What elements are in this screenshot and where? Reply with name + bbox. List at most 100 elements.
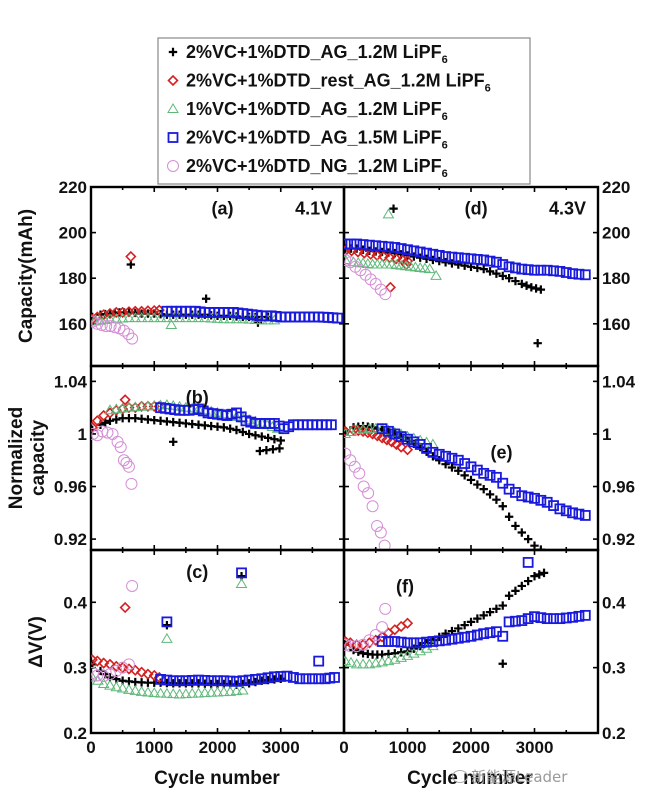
data-point — [492, 604, 501, 614]
data-point — [376, 423, 388, 435]
data-point — [560, 612, 572, 624]
data-point — [230, 685, 243, 696]
data-point — [173, 688, 186, 699]
data-point — [522, 264, 534, 276]
series-layer — [91, 394, 337, 490]
data-point — [345, 238, 357, 250]
y-tick-label: 0.3 — [602, 659, 626, 678]
data-point — [236, 684, 249, 695]
data-point — [135, 312, 148, 323]
data-point — [101, 426, 114, 439]
data-point — [186, 312, 199, 323]
series-circle — [91, 579, 139, 683]
data-point — [446, 251, 458, 263]
data-point — [498, 271, 507, 281]
data-point — [573, 610, 585, 622]
data-point — [447, 259, 457, 268]
data-point — [503, 261, 515, 273]
data-point — [421, 636, 432, 648]
panel-d: 160 180 200 220 (d) 4.3V — [342, 178, 630, 368]
data-point — [142, 686, 154, 697]
data-point — [110, 681, 123, 692]
data-point — [313, 655, 325, 667]
data-point — [116, 312, 129, 323]
data-point — [125, 477, 138, 490]
legend-subscript: 6 — [442, 168, 448, 180]
data-point — [554, 503, 566, 515]
data-point — [169, 437, 178, 447]
series-circle — [344, 602, 392, 653]
data-point — [374, 283, 387, 296]
legend: 2%VC+1%DTD_AG_1.2M LiPF62%VC+1%DTD_rest_… — [157, 37, 531, 185]
data-point — [517, 581, 526, 591]
data-point — [376, 656, 388, 667]
data-point — [567, 268, 578, 280]
data-point — [350, 424, 363, 435]
data-point — [541, 613, 553, 625]
data-point — [479, 611, 488, 620]
data-point — [344, 640, 357, 653]
legend-marker-plus-icon — [168, 47, 178, 57]
data-point — [379, 288, 392, 301]
y-tick-label: 160 — [59, 315, 87, 334]
series-layer — [91, 567, 340, 699]
wechat-icon — [452, 770, 468, 783]
x-tick-label: 3000 — [516, 738, 554, 757]
data-point — [363, 422, 376, 433]
series-circle — [344, 447, 391, 550]
plot-frame — [342, 364, 600, 552]
series-square — [161, 305, 344, 324]
data-point — [421, 247, 432, 259]
data-point — [478, 628, 490, 640]
data-point — [350, 640, 363, 653]
data-point — [180, 688, 192, 699]
data-point — [529, 264, 540, 276]
data-point — [497, 630, 509, 642]
data-point — [485, 490, 495, 499]
data-point — [390, 253, 402, 265]
data-point — [357, 239, 369, 250]
data-point — [478, 254, 490, 266]
x-axis-label-left: Cycle number — [154, 768, 280, 789]
data-point — [479, 484, 488, 494]
data-point — [504, 591, 514, 600]
data-point — [459, 458, 471, 469]
data-point — [129, 312, 142, 323]
data-point — [379, 602, 392, 615]
data-point — [205, 675, 217, 687]
data-point — [123, 312, 135, 323]
data-point — [235, 577, 248, 588]
data-point — [224, 675, 236, 687]
y-tick-label: 0.96 — [602, 478, 635, 497]
data-point — [466, 475, 476, 485]
legend-subscript: 6 — [442, 140, 448, 152]
series-layer — [344, 204, 591, 348]
data-point — [389, 636, 401, 647]
data-point — [498, 601, 507, 610]
data-point — [116, 402, 129, 413]
panel-a: 160 180 200 220 (a) 4.1V — [59, 178, 346, 368]
y-axis-label-delta-v: ΔV(V) — [26, 616, 47, 668]
data-point — [237, 675, 249, 687]
data-point — [219, 423, 229, 432]
data-point — [362, 487, 375, 500]
data-point — [300, 673, 312, 685]
data-point — [408, 436, 420, 448]
data-point — [401, 255, 414, 267]
series-square — [376, 423, 591, 521]
data-point — [465, 461, 477, 473]
y-tick-label: 0.2 — [602, 724, 626, 743]
y-axis-label-normalized-line2: capacity — [28, 420, 49, 496]
data-point — [344, 454, 357, 467]
data-point — [374, 526, 387, 539]
y-tick-label: 0.4 — [602, 593, 626, 612]
data-point — [414, 246, 426, 258]
data-point — [122, 658, 135, 671]
data-point — [251, 677, 260, 687]
data-point — [217, 313, 230, 324]
data-point — [535, 264, 547, 276]
data-point — [402, 244, 413, 256]
data-point — [498, 659, 507, 668]
data-point — [345, 656, 357, 667]
data-point — [510, 615, 521, 627]
